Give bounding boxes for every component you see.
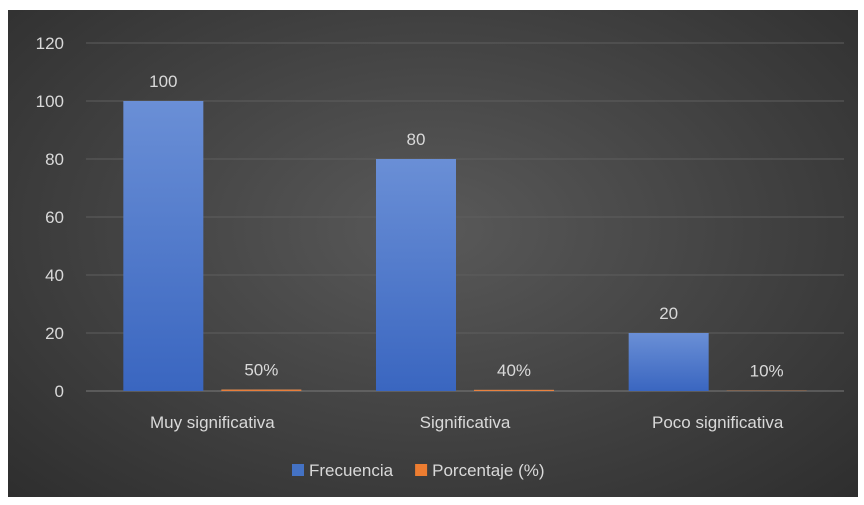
y-tick-label: 0 [55,382,64,401]
y-axis: 0 20 40 60 80 100 120 [36,34,64,401]
y-tick-label: 80 [45,150,64,169]
y-tick-label: 100 [36,92,64,111]
data-labels: 100 50% 80 40% 20 10% [149,72,784,381]
bars [123,101,807,391]
bar-chart: 0 20 40 60 80 100 120 100 50% 80 40% 20 10% Muy sig… [36,34,844,480]
category-label: Poco significativa [652,413,784,432]
legend: Frecuencia Porcentaje (%) [292,461,545,480]
x-axis: Muy significativa Significativa Poco signi… [150,413,784,432]
bar-frecuencia-2 [628,333,709,391]
legend-swatch [415,464,428,476]
bar-porcentaje-0 [221,389,302,391]
legend-label: Frecuencia [309,461,394,480]
y-tick-label: 120 [36,34,64,53]
y-tick-label: 40 [45,266,64,285]
bar-frecuencia-1 [376,159,456,391]
bar-frecuencia-0 [123,101,204,391]
chart-area: 0 20 40 60 80 100 120 100 50% 80 40% 20 10% Muy sig… [8,10,858,497]
gridlines [86,42,844,392]
data-label: 20 [659,304,678,323]
y-tick-label: 20 [45,324,64,343]
category-label: Significativa [420,413,511,432]
legend-label: Porcentaje (%) [432,461,544,480]
data-label: 40% [497,361,531,380]
bar-porcentaje-1 [474,389,554,391]
legend-swatch [292,464,304,476]
data-label: 100 [149,72,177,91]
y-tick-label: 60 [45,208,64,227]
data-label: 10% [750,362,784,381]
data-label: 80 [407,130,426,149]
category-label: Muy significativa [150,413,275,432]
data-label: 50% [244,361,278,380]
